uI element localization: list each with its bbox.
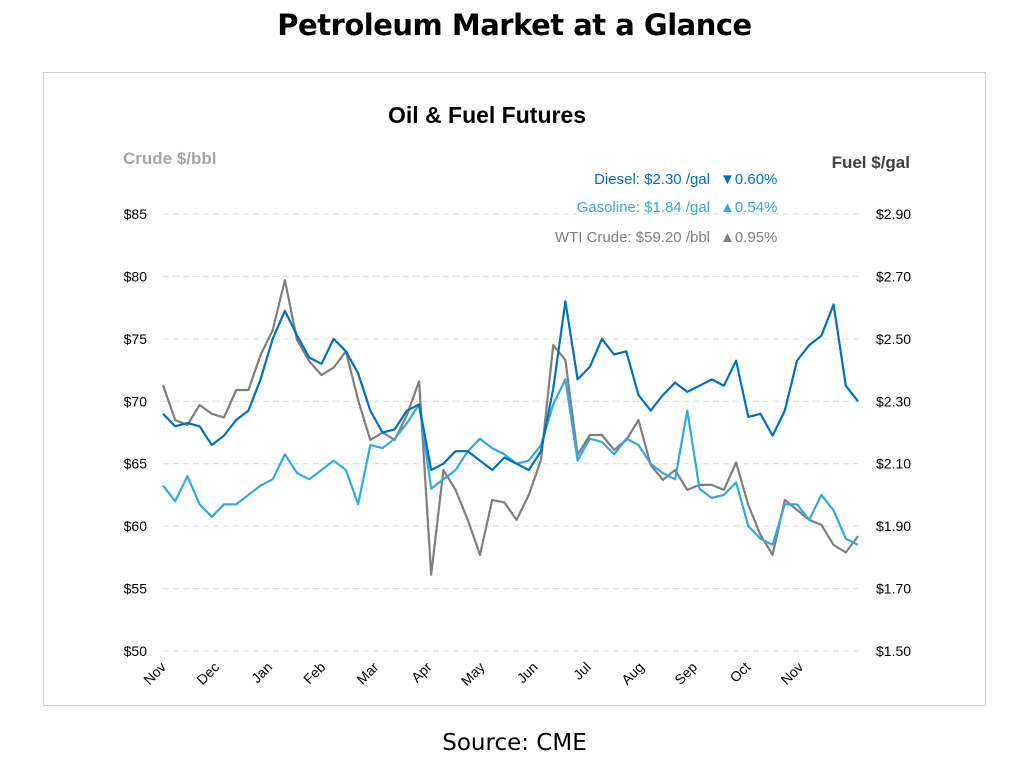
x-tick-label: Jun bbox=[514, 659, 541, 686]
y-left-tick-label: $80 bbox=[124, 268, 148, 284]
x-tick-label: Jul bbox=[570, 659, 594, 683]
y-left-tick-label: $70 bbox=[124, 393, 148, 409]
y-left-tick-label: $85 bbox=[124, 206, 148, 222]
y-right-tick-label: $2.10 bbox=[876, 456, 911, 472]
y-left-tick-label: $60 bbox=[124, 518, 148, 534]
x-tick-label: Mar bbox=[353, 659, 382, 688]
x-tick-label: Nov bbox=[140, 659, 169, 688]
x-tick-label: Sep bbox=[671, 659, 700, 688]
y-left-tick-label: $65 bbox=[124, 456, 148, 472]
y-left-tick-label: $50 bbox=[124, 643, 148, 659]
legend-label: Gasoline: $1.84 /gal bbox=[577, 199, 710, 216]
y-left-tick-label: $75 bbox=[124, 331, 148, 347]
y-right-tick-label: $1.90 bbox=[876, 518, 911, 534]
x-tick-label: Jan bbox=[248, 659, 275, 686]
x-tick-label: Aug bbox=[618, 659, 647, 688]
y-right-tick-label: $2.70 bbox=[876, 268, 911, 284]
right-axis-label: Fuel $/gal bbox=[832, 153, 910, 172]
legend-change: ▼0.60% bbox=[720, 171, 777, 188]
y-right-tick-label: $1.70 bbox=[876, 581, 911, 597]
y-right-tick-label: $2.50 bbox=[876, 331, 911, 347]
series-line-diesel bbox=[162, 300, 859, 472]
page-title: Petroleum Market at a Glance bbox=[277, 8, 752, 42]
source-note: Source: CME bbox=[442, 730, 587, 756]
legend-change: ▲0.54% bbox=[720, 199, 777, 216]
y-left-tick-label: $55 bbox=[124, 581, 148, 597]
x-tick-label: Apr bbox=[408, 659, 435, 686]
left-axis-label: Crude $/bbl bbox=[123, 149, 217, 168]
series-line-gasoline bbox=[162, 378, 859, 547]
legend-change: ▲0.95% bbox=[720, 229, 777, 246]
chart-title: Oil & Fuel Futures bbox=[388, 102, 586, 128]
x-tick-label: Feb bbox=[300, 659, 329, 688]
x-tick-label: Nov bbox=[777, 659, 806, 688]
legend-label: WTI Crude: $59.20 /bbl bbox=[555, 229, 710, 246]
y-right-tick-label: $2.30 bbox=[876, 393, 911, 409]
chart-frame bbox=[43, 72, 986, 706]
y-right-tick-label: $1.50 bbox=[876, 643, 911, 659]
x-tick-label: Dec bbox=[193, 659, 222, 688]
x-tick-label: May bbox=[458, 659, 488, 689]
y-right-tick-label: $2.90 bbox=[876, 206, 911, 222]
legend-label: Diesel: $2.30 /gal bbox=[594, 171, 710, 188]
x-tick-label: Oct bbox=[727, 659, 754, 686]
series-line-wti-crude bbox=[161, 279, 859, 576]
